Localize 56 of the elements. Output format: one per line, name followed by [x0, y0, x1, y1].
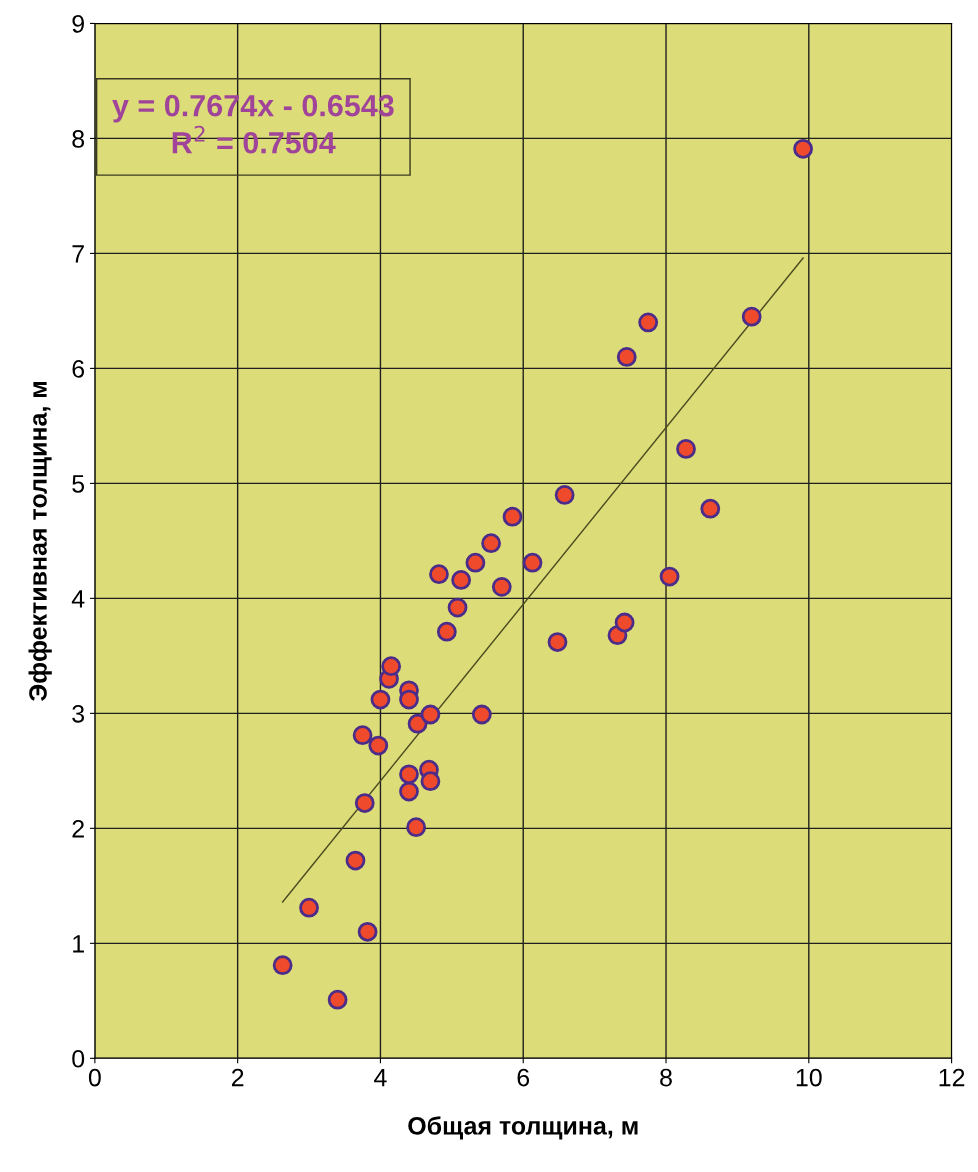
point [491, 576, 512, 597]
x-tick-label: 2 [231, 1068, 244, 1087]
point [793, 138, 813, 159]
point [481, 533, 501, 554]
point [465, 552, 486, 573]
point [381, 656, 402, 677]
x-tick-label: 8 [660, 1068, 672, 1087]
y-tick-label: 5 [72, 475, 85, 493]
y-tick-label: 7 [72, 245, 84, 263]
point [272, 955, 293, 976]
y-tick-label: 0 [72, 1049, 85, 1068]
point [554, 484, 575, 505]
point [429, 564, 449, 585]
point [407, 713, 428, 734]
point [522, 552, 543, 573]
point [354, 793, 375, 813]
point [616, 347, 637, 367]
point [741, 306, 762, 327]
x-tick-label: 6 [517, 1068, 530, 1087]
point [502, 506, 523, 527]
point [345, 850, 366, 871]
point [368, 735, 389, 756]
point [547, 632, 568, 652]
point [614, 612, 635, 633]
x-tick-label: 0 [88, 1068, 101, 1087]
point [420, 771, 441, 792]
x-tick-label: 10 [796, 1068, 822, 1087]
point [659, 566, 680, 587]
point [471, 704, 492, 725]
y-tick-label: 1 [73, 935, 84, 953]
y-tick-label: 9 [72, 15, 84, 33]
x-tick-label: 4 [374, 1068, 387, 1087]
point [399, 764, 419, 785]
y-tick-label: 8 [72, 130, 85, 148]
point [420, 704, 441, 725]
point [399, 689, 419, 710]
y-tick-label: 4 [71, 590, 85, 608]
point [447, 597, 468, 618]
point [638, 312, 659, 333]
point [676, 438, 696, 459]
point [399, 781, 419, 802]
point [357, 921, 378, 942]
y-tick-label: 2 [72, 819, 84, 838]
point [370, 689, 391, 710]
y-tick-label: 3 [72, 704, 85, 723]
point [436, 621, 457, 642]
x-tick-label: 12 [939, 1068, 965, 1087]
x-axis-title: Общая толщина, м [408, 1116, 638, 1140]
point [451, 570, 472, 590]
point [299, 897, 319, 918]
y-tick-label: 6 [72, 360, 85, 378]
point [352, 725, 373, 746]
point [327, 989, 348, 1010]
y-axis-title: Эффективная толщина, м [28, 381, 52, 701]
point [406, 817, 427, 838]
point [700, 498, 721, 519]
